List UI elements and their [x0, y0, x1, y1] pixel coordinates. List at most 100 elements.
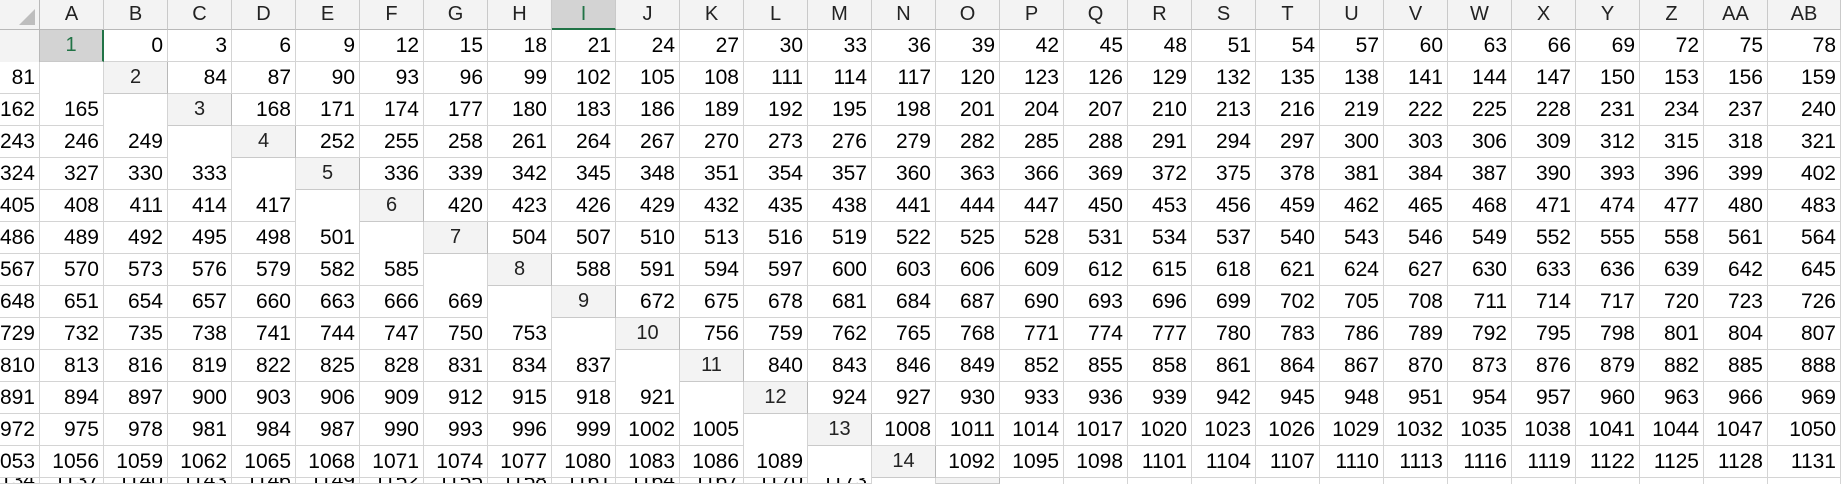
cell-w6[interactable]: 486 [0, 222, 40, 254]
cell-j5[interactable]: 363 [936, 158, 1000, 190]
cell-g11[interactable]: 858 [1128, 350, 1192, 382]
cell-a4[interactable]: 252 [296, 126, 360, 158]
cell-y5[interactable]: 408 [40, 190, 104, 222]
column-header-h[interactable]: H [488, 0, 552, 30]
cell-ab11[interactable]: 921 [616, 382, 680, 414]
column-header-i[interactable]: I [552, 0, 616, 30]
cell-t6[interactable]: 477 [1640, 190, 1704, 222]
cell-aa5[interactable]: 414 [168, 190, 232, 222]
cell-r8[interactable]: 639 [1640, 254, 1704, 286]
cell-v2[interactable]: 147 [1512, 62, 1576, 94]
column-header-z[interactable]: Z [1640, 0, 1704, 30]
cell-u13[interactable]: 1068 [296, 446, 360, 478]
cell-z13[interactable]: 1083 [616, 446, 680, 478]
cell-e12[interactable]: 936 [1064, 382, 1128, 414]
cell-u12[interactable]: 984 [232, 414, 296, 446]
cell-v12[interactable]: 987 [296, 414, 360, 446]
cell-u7[interactable]: 564 [1768, 222, 1841, 254]
cell-i3[interactable]: 192 [744, 94, 808, 126]
cell-p8[interactable]: 633 [1512, 254, 1576, 286]
cell-s10[interactable]: 810 [0, 350, 40, 382]
cell-s8[interactable]: 642 [1704, 254, 1768, 286]
cell-e3[interactable]: 180 [488, 94, 552, 126]
cell-z7[interactable]: 579 [232, 254, 296, 286]
cell-b10[interactable]: 759 [744, 318, 808, 350]
cell-i14[interactable]: 1116 [1448, 446, 1512, 478]
cell-g7[interactable]: 522 [872, 222, 936, 254]
cell-b14[interactable]: 1095 [1000, 446, 1064, 478]
cell-o2[interactable]: 126 [1064, 62, 1128, 94]
cell-d12[interactable]: 933 [1000, 382, 1064, 414]
cell-aa10[interactable]: 834 [488, 350, 552, 382]
cell-l1[interactable]: 33 [808, 30, 872, 62]
cell-s2[interactable]: 138 [1320, 62, 1384, 94]
cell-b5[interactable]: 339 [424, 158, 488, 190]
cell-o3[interactable]: 210 [1128, 94, 1192, 126]
cell-r11[interactable]: 891 [0, 382, 40, 414]
cell-h10[interactable]: 777 [1128, 318, 1192, 350]
cell-p12[interactable]: 969 [1768, 382, 1841, 414]
cell-ab9[interactable]: 753 [488, 318, 552, 350]
cell-o12[interactable]: 966 [1704, 382, 1768, 414]
cell-p7[interactable]: 549 [1448, 222, 1512, 254]
cell-y6[interactable]: 492 [104, 222, 168, 254]
cell-b6[interactable]: 423 [488, 190, 552, 222]
cell-u6[interactable]: 480 [1704, 190, 1768, 222]
cell-r14[interactable]: 1143 [168, 478, 232, 484]
cell-c8[interactable]: 594 [680, 254, 744, 286]
column-header-d[interactable]: D [232, 0, 296, 30]
cell-h12[interactable]: 945 [1256, 382, 1320, 414]
cell-v7[interactable]: 567 [0, 254, 40, 286]
cell-w1[interactable]: 66 [1512, 30, 1576, 62]
cell-q3[interactable]: 216 [1256, 94, 1320, 126]
cell-ab12[interactable]: 1005 [680, 414, 744, 446]
cell-i9[interactable]: 696 [1128, 286, 1192, 318]
cell-g12[interactable]: 942 [1192, 382, 1256, 414]
column-header-y[interactable]: Y [1576, 0, 1640, 30]
cell-k2[interactable]: 114 [808, 62, 872, 94]
cell-q2[interactable]: 132 [1192, 62, 1256, 94]
cell-v14[interactable]: 1155 [424, 478, 488, 484]
cell-f3[interactable]: 183 [552, 94, 616, 126]
cell-s9[interactable]: 726 [1768, 286, 1841, 318]
cell-ab6[interactable]: 501 [296, 222, 360, 254]
cell-d6[interactable]: 429 [616, 190, 680, 222]
column-header-s[interactable]: S [1192, 0, 1256, 30]
cell-o10[interactable]: 798 [1576, 318, 1640, 350]
cell-p1[interactable]: 45 [1064, 30, 1128, 62]
cell-p9[interactable]: 717 [1576, 286, 1640, 318]
cell-ab14[interactable]: 1173 [808, 478, 872, 484]
column-header-b[interactable]: B [104, 0, 168, 30]
cell-n10[interactable]: 795 [1512, 318, 1576, 350]
cell-s3[interactable]: 222 [1384, 94, 1448, 126]
cell-q8[interactable]: 636 [1576, 254, 1640, 286]
column-header-e[interactable]: E [296, 0, 360, 30]
cell-y12[interactable]: 996 [488, 414, 552, 446]
cell-k7[interactable]: 534 [1128, 222, 1192, 254]
cell-k10[interactable]: 786 [1320, 318, 1384, 350]
cell-m12[interactable]: 960 [1576, 382, 1640, 414]
cell-h3[interactable]: 189 [680, 94, 744, 126]
cell-ab8[interactable]: 669 [424, 286, 488, 318]
cell-x12[interactable]: 993 [424, 414, 488, 446]
cell-g10[interactable]: 774 [1064, 318, 1128, 350]
cell-aa4[interactable]: 330 [104, 158, 168, 190]
row-header-14[interactable]: 14 [872, 446, 936, 478]
cell-w10[interactable]: 822 [232, 350, 296, 382]
cell-s13[interactable]: 1062 [168, 446, 232, 478]
row-header-1[interactable]: 1 [40, 30, 104, 62]
cell-i7[interactable]: 528 [1000, 222, 1064, 254]
cell-h13[interactable]: 1029 [1320, 414, 1384, 446]
cell-l4[interactable]: 285 [1000, 126, 1064, 158]
cell-z12[interactable]: 999 [552, 414, 616, 446]
cell-w13[interactable]: 1074 [424, 446, 488, 478]
cell-e8[interactable]: 600 [808, 254, 872, 286]
cell-i2[interactable]: 108 [680, 62, 744, 94]
cell-g14[interactable]: 1110 [1320, 446, 1384, 478]
cell-o7[interactable]: 546 [1384, 222, 1448, 254]
cell-a13[interactable]: 1008 [872, 414, 936, 446]
cell-g13[interactable]: 1026 [1256, 414, 1320, 446]
cell-d1[interactable]: 9 [296, 30, 360, 62]
cell-e14[interactable]: 1104 [1192, 446, 1256, 478]
cell-e4[interactable]: 264 [552, 126, 616, 158]
